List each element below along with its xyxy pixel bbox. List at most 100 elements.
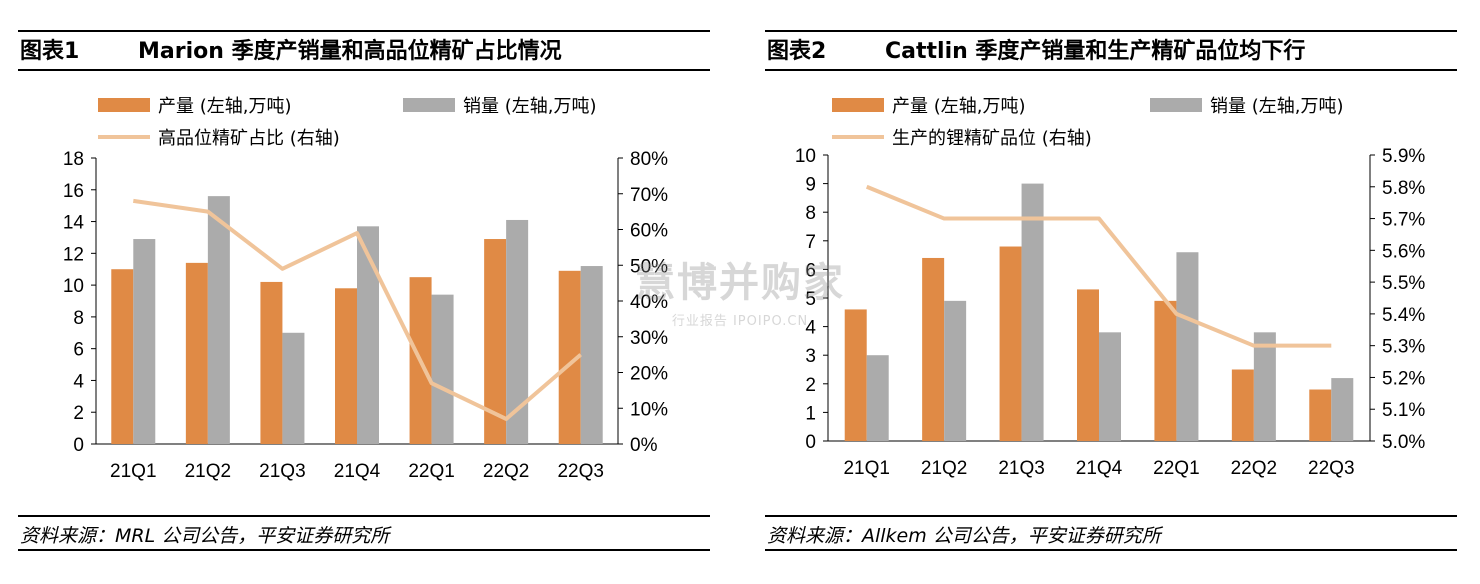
bar-sales [282, 332, 305, 444]
legend: 产量 (左轴,万吨) 销量 (左轴,万吨) 生产的锂精矿品位 (右轴) [832, 96, 1344, 149]
y-right-tick-label: 5.8% [1382, 178, 1425, 199]
y-left-tick-label: 18 [63, 149, 84, 170]
source-bottom-rule [18, 549, 710, 551]
line-series [133, 198, 583, 421]
x-tick-label: 22Q2 [1231, 458, 1277, 479]
bar-production [111, 269, 134, 444]
x-tick-label: 21Q3 [259, 461, 305, 482]
y-right-tick-label: 5.2% [1382, 368, 1425, 389]
bar-sales [506, 219, 529, 444]
y-left-tick-label: 1 [805, 403, 816, 424]
y-left-tick-label: 7 [805, 232, 816, 253]
y-left-tick-label: 2 [73, 403, 84, 424]
x-tick-label: 21Q2 [921, 458, 967, 479]
y-left-tick-label: 6 [805, 260, 816, 281]
y-right-tick-label: 5.7% [1382, 210, 1425, 231]
bar-production [1154, 300, 1177, 441]
legend-production-swatch [98, 98, 150, 112]
y-left-tick-label: 2 [805, 375, 816, 396]
bar-production [1309, 389, 1332, 441]
source-bottom-rule [765, 549, 1457, 551]
x-tick-label: 21Q3 [998, 458, 1044, 479]
bar-sales [866, 355, 889, 441]
bar-sales [133, 239, 156, 444]
x-tick-label: 21Q4 [1076, 458, 1123, 479]
bar-production [999, 246, 1022, 441]
bar-sales [431, 294, 454, 444]
bar-sales [207, 196, 230, 444]
bar-sales [1331, 378, 1354, 441]
y-left-tick-label: 10 [63, 276, 84, 297]
legend-line-label: 生产的锂精矿品位 (右轴) [892, 128, 1092, 149]
source-top-rule [765, 515, 1457, 517]
line-series [865, 184, 1332, 348]
legend-sales-swatch [403, 98, 455, 112]
bar-production [335, 288, 357, 444]
source-note: 资料来源：Allkem 公司公告，平安证券研究所 [767, 525, 1161, 547]
y-left-tick-label: 4 [805, 318, 816, 339]
x-tick-label: 21Q2 [185, 461, 231, 482]
x-tick-label: 21Q1 [110, 461, 156, 482]
bar-sales [1099, 332, 1121, 441]
y-right-tick-label: 0% [630, 435, 658, 456]
y-right-tick-label: 5.5% [1382, 273, 1425, 294]
figure-title: Marion 季度产销量和高品位精矿占比情况 [138, 39, 562, 64]
y-right-tick-label: 5.3% [1382, 337, 1425, 358]
x-tick-label: 22Q1 [408, 461, 454, 482]
bar-sales [1021, 183, 1044, 441]
bar-production [484, 239, 507, 444]
bar-production [922, 257, 945, 441]
y-right-tick-label: 10% [630, 399, 668, 420]
bar-production [185, 262, 208, 444]
y-left-tick-label: 5 [805, 289, 816, 310]
y-left-tick-label: 10 [795, 146, 816, 167]
x-tick-label: 22Q3 [557, 461, 603, 482]
top-rule [765, 30, 1457, 32]
bar-production [1077, 289, 1099, 441]
y-right-tick-label: 5.9% [1382, 146, 1425, 167]
x-tick-label: 22Q3 [1308, 458, 1354, 479]
y-left-tick-label: 14 [63, 213, 85, 234]
bar-sales [580, 266, 603, 444]
title-rule [765, 69, 1457, 71]
figure-1-panel: 图表1 Marion 季度产销量和高品位精矿占比情况 产量 (左轴,万吨) 销量 … [18, 0, 718, 584]
legend-production-swatch [832, 98, 884, 112]
bar-sales [944, 300, 967, 441]
source-top-rule [18, 515, 710, 517]
x-tick-label: 21Q1 [843, 458, 889, 479]
chart-cattlin: 产量 (左轴,万吨) 销量 (左轴,万吨) 生产的锂精矿品位 (右轴) 0 1 2 3 4 5 6… [795, 96, 1426, 479]
legend-production-label: 产量 (左轴,万吨) [158, 96, 292, 117]
figure-label: 图表1 [20, 39, 80, 64]
y-right-tick-label: 5.1% [1382, 400, 1425, 421]
y-left-tick-label: 8 [805, 203, 816, 224]
y-right-tick-label: 5.0% [1382, 432, 1425, 453]
y-right-tick-label: 50% [630, 256, 668, 277]
legend-sales-label: 销量 (左轴,万吨) [463, 96, 597, 117]
y-left-tick-label: 4 [73, 371, 84, 392]
y-left-tick-label: 8 [73, 308, 84, 329]
bar-production [1231, 369, 1254, 441]
y-left-tick-label: 12 [63, 244, 84, 265]
y-left-tick-label: 0 [73, 435, 84, 456]
chart-marion: 产量 (左轴,万吨) 销量 (左轴,万吨) 高品位精矿占比 (右轴) 0 2 4 6 8 10 1… [63, 96, 668, 482]
y-right-tick-label: 5.6% [1382, 241, 1425, 262]
x-tick-label: 22Q1 [1153, 458, 1199, 479]
y-right-tick-label: 80% [630, 149, 668, 170]
bar-sales [1176, 252, 1199, 441]
legend-line-label: 高品位精矿占比 (右轴) [158, 128, 340, 149]
bar-production [260, 281, 283, 444]
bar-production [558, 270, 581, 444]
figure-title: Cattlin 季度产销量和生产精矿品位均下行 [885, 39, 1306, 64]
bar-production [844, 309, 867, 441]
x-tick-label: 21Q4 [334, 461, 381, 482]
y-left-tick-label: 6 [73, 340, 84, 361]
figure-2-panel: 图表2 Cattlin 季度产销量和生产精矿品位均下行 产量 (左轴,万吨) 销量… [765, 0, 1465, 584]
source-note: 资料来源：MRL 公司公告，平安证券研究所 [20, 525, 390, 547]
top-rule [18, 30, 710, 32]
y-right-tick-label: 70% [630, 185, 668, 206]
y-right-tick-label: 20% [630, 364, 668, 385]
legend-sales-label: 销量 (左轴,万吨) [1210, 96, 1344, 117]
figure-label: 图表2 [767, 39, 827, 64]
bar-sales [1253, 332, 1276, 441]
y-right-tick-label: 30% [630, 328, 668, 349]
